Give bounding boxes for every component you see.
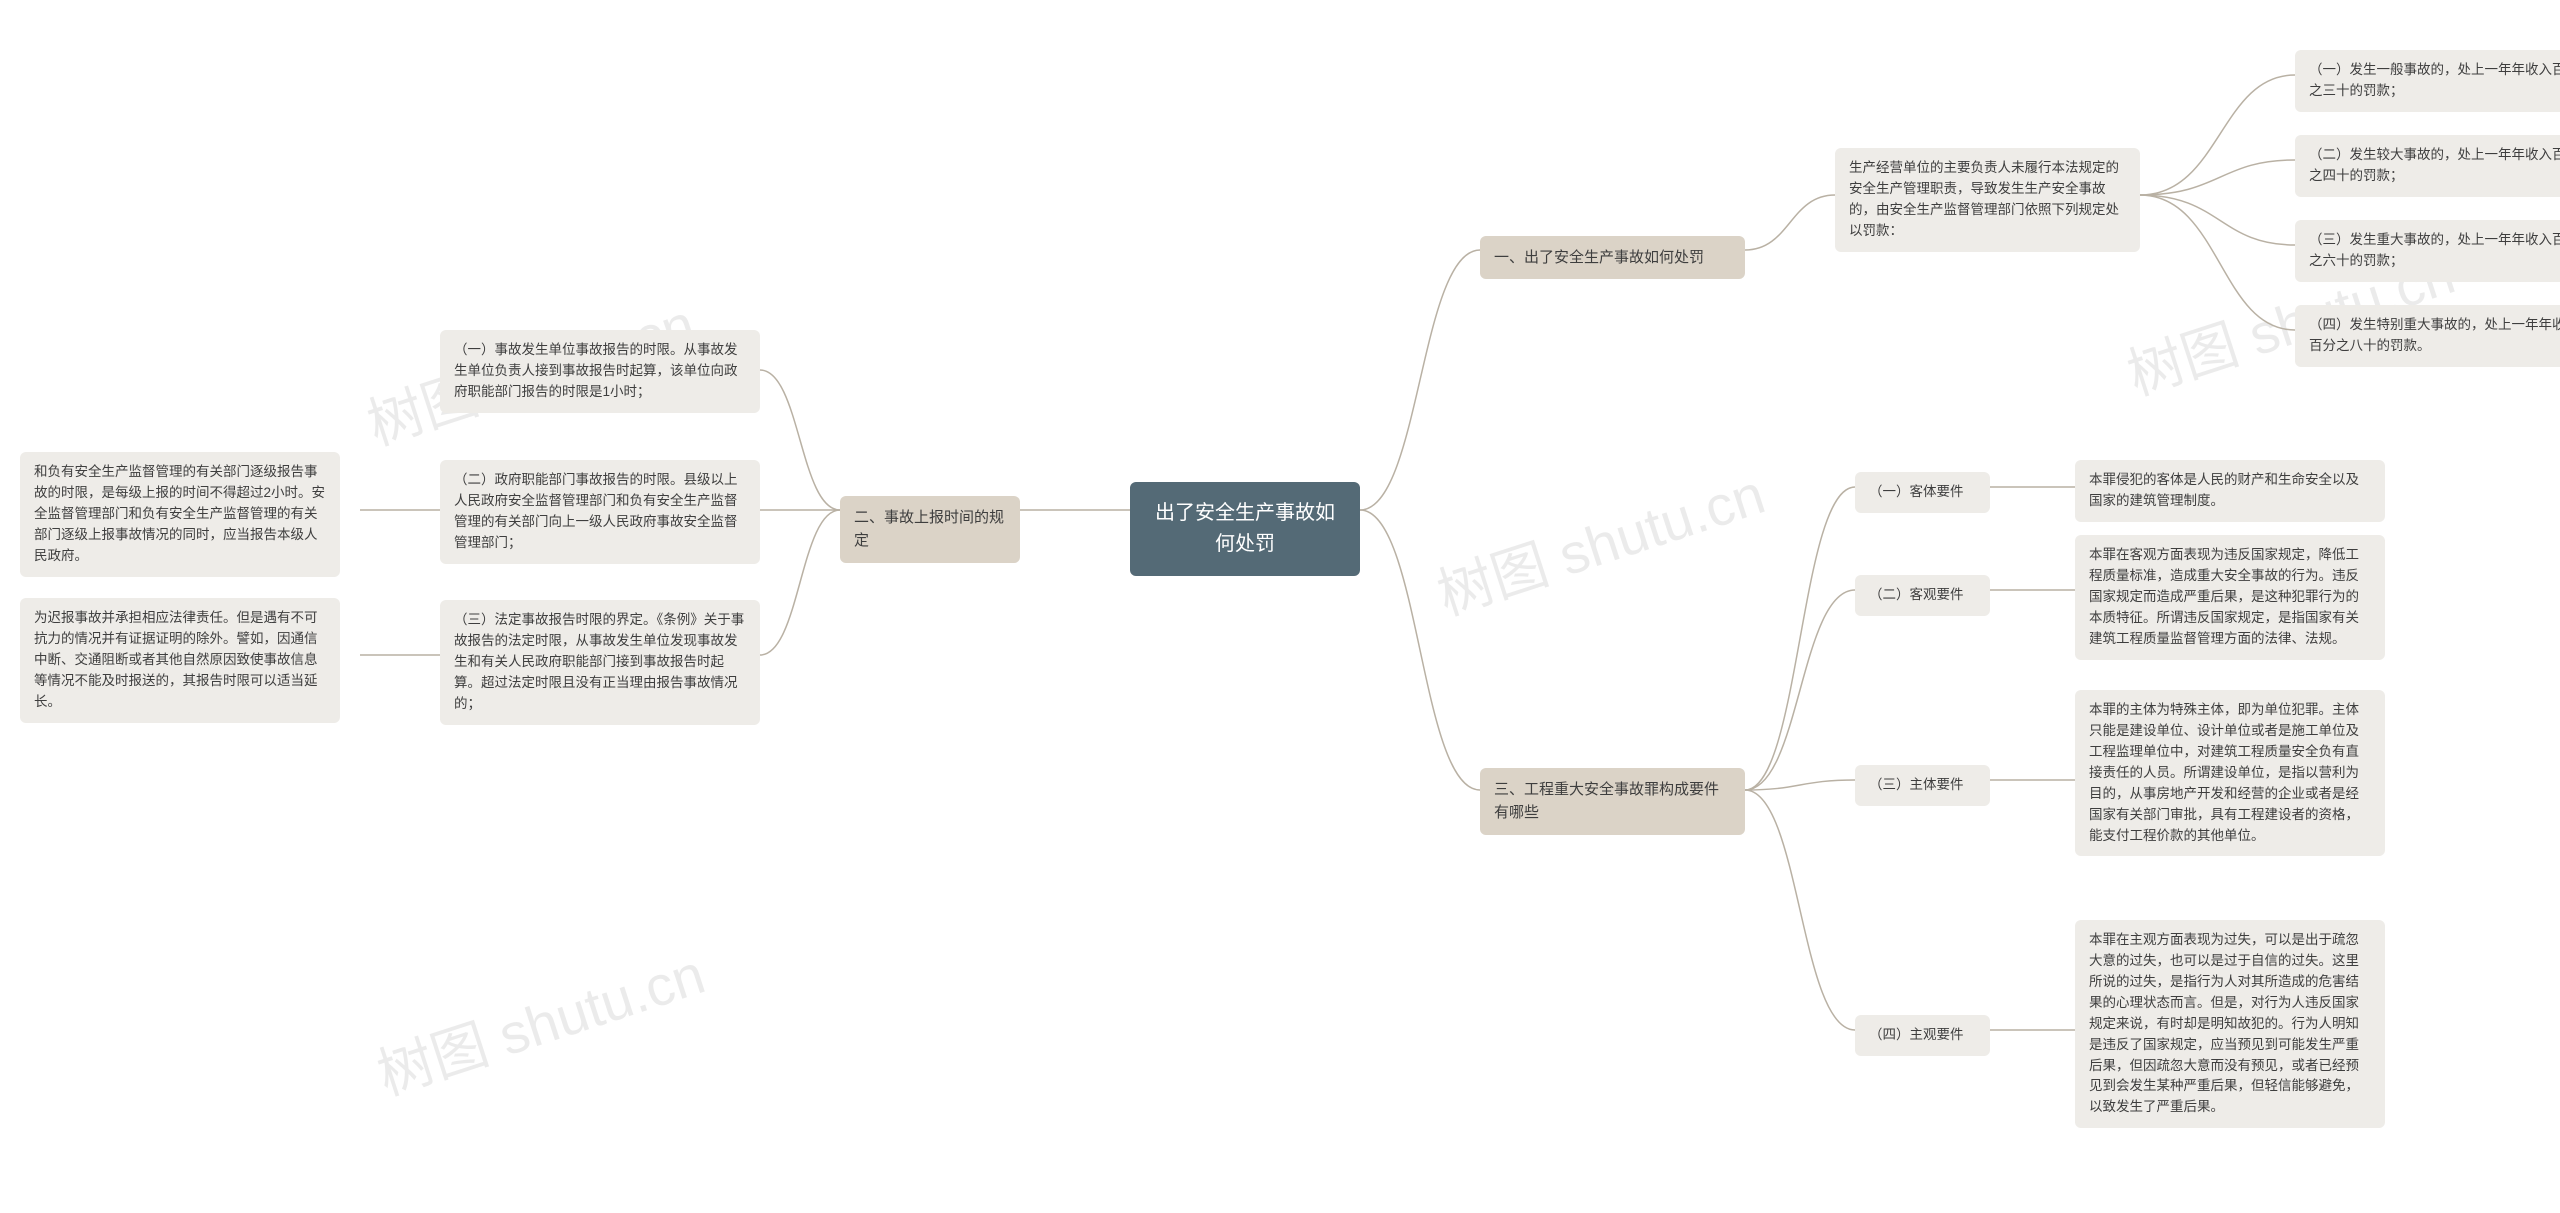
l2-item-1-text: （二）政府职能部门事故报告的时限。县级以上人民政府安全监督管理部门和负有安全生产… — [454, 472, 738, 550]
l2-item-0: （一）事故发生单位事故报告的时限。从事故发生单位负责人接到事故报告时起算，该单位… — [440, 330, 760, 413]
branch-r1: 一、出了安全生产事故如何处罚 — [1480, 236, 1745, 279]
r3-sub-0-label: （一）客体要件 — [1869, 484, 1964, 499]
r3-sub-2-text: 本罪的主体为特殊主体，即为单位犯罪。主体只能是建设单位、设计单位或者是施工单位及… — [2089, 702, 2359, 843]
r1-item-3: （四）发生特别重大事故的，处上一年年收入百分之八十的罚款。 — [2295, 305, 2560, 367]
root-label: 出了安全生产事故如何处罚 — [1155, 502, 1335, 555]
l2-item-1-extra: 和负有安全生产监督管理的有关部门逐级报告事故的时限，是每级上报的时间不得超过2小… — [20, 452, 340, 577]
branch-r3-label: 三、工程重大安全事故罪构成要件有哪些 — [1494, 781, 1719, 821]
r1-item-3-text: （四）发生特别重大事故的，处上一年年收入百分之八十的罚款。 — [2309, 317, 2560, 353]
r1-item-2: （三）发生重大事故的，处上一年年收入百分之六十的罚款； — [2295, 220, 2560, 282]
l2-item-2-extra: 为迟报事故并承担相应法律责任。但是遇有不可抗力的情况并有证据证明的除外。譬如，因… — [20, 598, 340, 723]
r1-item-2-text: （三）发生重大事故的，处上一年年收入百分之六十的罚款； — [2309, 232, 2560, 268]
watermark: 树图 shutu.cn — [1426, 450, 1774, 632]
r1-intro: 生产经营单位的主要负责人未履行本法规定的安全生产管理职责，导致发生生产安全事故的… — [1835, 148, 2140, 252]
branch-l2: 二、事故上报时间的规定 — [840, 496, 1020, 563]
watermark: 树图 shutu.cn — [366, 930, 714, 1112]
l2-item-0-text: （一）事故发生单位事故报告的时限。从事故发生单位负责人接到事故报告时起算，该单位… — [454, 342, 738, 399]
r3-sub-1-detail: 本罪在客观方面表现为违反国家规定，降低工程质量标准，造成重大安全事故的行为。违反… — [2075, 535, 2385, 660]
l2-item-1-extra-text: 和负有安全生产监督管理的有关部门逐级报告事故的时限，是每级上报的时间不得超过2小… — [34, 464, 325, 563]
l2-item-1: （二）政府职能部门事故报告的时限。县级以上人民政府安全监督管理部门和负有安全生产… — [440, 460, 760, 564]
r1-item-0: （一）发生一般事故的，处上一年年收入百分之三十的罚款； — [2295, 50, 2560, 112]
root-node: 出了安全生产事故如何处罚 — [1130, 482, 1360, 576]
r3-sub-0-detail: 本罪侵犯的客体是人民的财产和生命安全以及国家的建筑管理制度。 — [2075, 460, 2385, 522]
l2-item-2-extra-text: 为迟报事故并承担相应法律责任。但是遇有不可抗力的情况并有证据证明的除外。譬如，因… — [34, 610, 318, 709]
r3-sub-3-label: （四）主观要件 — [1869, 1027, 1964, 1042]
r3-sub-0: （一）客体要件 — [1855, 472, 1990, 513]
branch-l2-label: 二、事故上报时间的规定 — [854, 509, 1004, 549]
r3-sub-1: （二）客观要件 — [1855, 575, 1990, 616]
l2-item-2-text: （三）法定事故报告时限的界定。《条例》关于事故报告的法定时限，从事故发生单位发现… — [454, 612, 744, 711]
l2-item-2: （三）法定事故报告时限的界定。《条例》关于事故报告的法定时限，从事故发生单位发现… — [440, 600, 760, 725]
r3-sub-3-detail: 本罪在主观方面表现为过失，可以是出于疏忽大意的过失，也可以是过于自信的过失。这里… — [2075, 920, 2385, 1128]
r1-item-0-text: （一）发生一般事故的，处上一年年收入百分之三十的罚款； — [2309, 62, 2560, 98]
branch-r3: 三、工程重大安全事故罪构成要件有哪些 — [1480, 768, 1745, 835]
r3-sub-0-text: 本罪侵犯的客体是人民的财产和生命安全以及国家的建筑管理制度。 — [2089, 472, 2359, 508]
r3-sub-1-text: 本罪在客观方面表现为违反国家规定，降低工程质量标准，造成重大安全事故的行为。违反… — [2089, 547, 2359, 646]
r1-item-1: （二）发生较大事故的，处上一年年收入百分之四十的罚款； — [2295, 135, 2560, 197]
branch-r1-label: 一、出了安全生产事故如何处罚 — [1494, 249, 1704, 266]
r3-sub-2-detail: 本罪的主体为特殊主体，即为单位犯罪。主体只能是建设单位、设计单位或者是施工单位及… — [2075, 690, 2385, 856]
r1-item-1-text: （二）发生较大事故的，处上一年年收入百分之四十的罚款； — [2309, 147, 2560, 183]
r3-sub-3: （四）主观要件 — [1855, 1015, 1990, 1056]
r3-sub-1-label: （二）客观要件 — [1869, 587, 1964, 602]
r3-sub-2-label: （三）主体要件 — [1869, 777, 1964, 792]
r1-intro-text: 生产经营单位的主要负责人未履行本法规定的安全生产管理职责，导致发生生产安全事故的… — [1849, 160, 2119, 238]
r3-sub-2: （三）主体要件 — [1855, 765, 1990, 806]
r3-sub-3-text: 本罪在主观方面表现为过失，可以是出于疏忽大意的过失，也可以是过于自信的过失。这里… — [2089, 932, 2359, 1114]
